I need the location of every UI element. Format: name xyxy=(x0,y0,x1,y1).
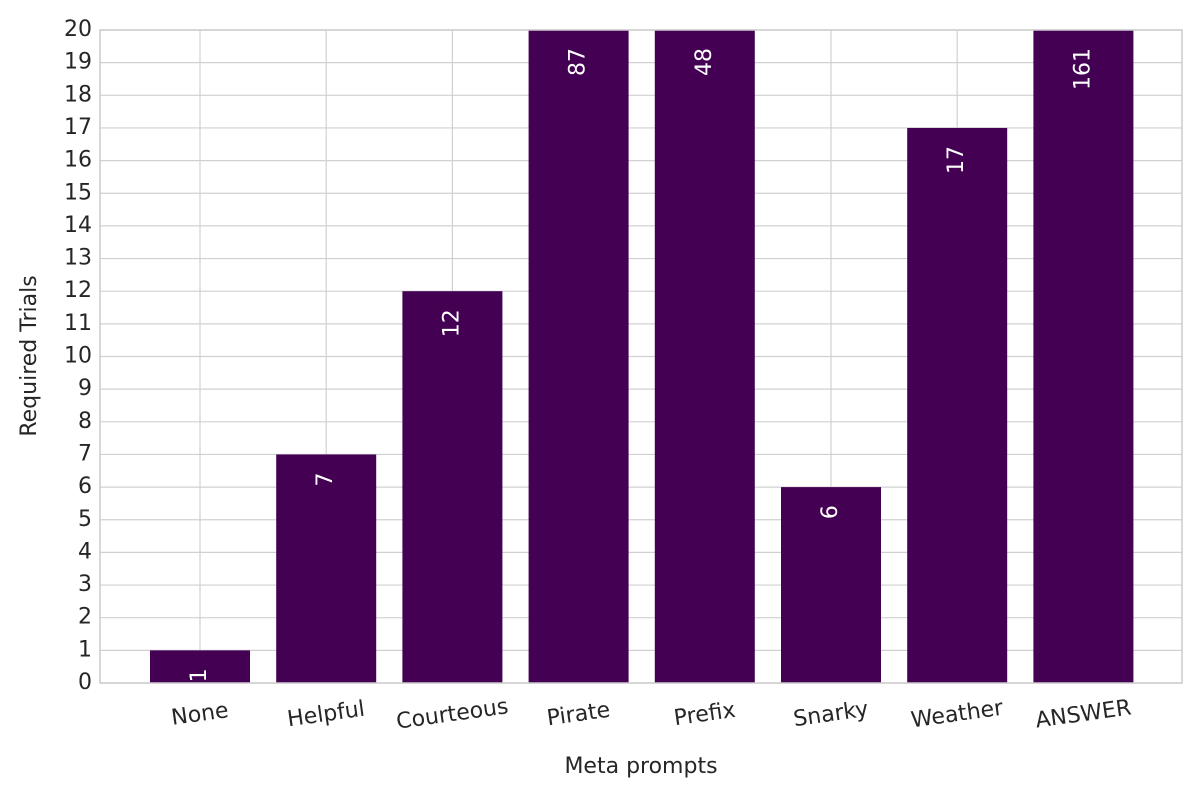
y-tick-label: 15 xyxy=(64,180,92,205)
bar xyxy=(907,127,1008,683)
bar xyxy=(402,291,503,683)
value-label: 17 xyxy=(944,146,969,174)
x-tick-label: Helpful xyxy=(286,697,367,733)
x-axis-label: Meta prompts xyxy=(564,754,717,779)
x-tick-label: None xyxy=(170,698,230,731)
y-tick-label: 9 xyxy=(78,376,92,401)
y-tick-label: 6 xyxy=(78,474,92,499)
grid xyxy=(100,29,1182,684)
y-tick-label: 12 xyxy=(64,278,92,303)
y-tick-label: 18 xyxy=(64,82,92,107)
y-tick-label: 4 xyxy=(78,539,92,564)
bar xyxy=(654,30,755,683)
bar xyxy=(781,487,881,683)
value-label: 6 xyxy=(818,505,843,519)
x-tick-label: Courteous xyxy=(395,694,510,734)
y-tick-label: 8 xyxy=(78,409,92,434)
y-tick-label: 11 xyxy=(64,311,92,336)
value-label: 1 xyxy=(187,668,212,682)
y-tick-label: 20 xyxy=(64,17,92,42)
y-tick-label: 13 xyxy=(64,246,92,271)
y-tick-label: 19 xyxy=(64,50,92,75)
y-tick-label: 7 xyxy=(78,441,92,466)
y-tick-label: 3 xyxy=(78,572,92,597)
y-axis-label: Required Trials xyxy=(17,275,42,436)
y-tick-label: 16 xyxy=(64,148,92,173)
x-tick-label: Snarky xyxy=(792,697,870,732)
y-tick-label: 0 xyxy=(78,670,92,695)
value-label: 48 xyxy=(692,48,717,76)
bar xyxy=(528,30,629,683)
y-tick-label: 1 xyxy=(78,637,92,662)
bar xyxy=(150,650,250,683)
bar xyxy=(1033,30,1134,683)
x-tick-label: Prefix xyxy=(672,698,737,731)
value-label: 87 xyxy=(566,48,591,76)
x-tick-label: ANSWER xyxy=(1034,695,1133,733)
x-tick-label: Pirate xyxy=(545,698,611,732)
value-label: 7 xyxy=(313,472,338,486)
x-tick-label: Weather xyxy=(910,696,1006,734)
value-label: 161 xyxy=(1070,48,1095,90)
y-tick-label: 5 xyxy=(78,507,92,532)
value-label: 12 xyxy=(439,309,464,337)
plot-frame xyxy=(99,29,1183,684)
y-tick-label: 17 xyxy=(64,115,92,140)
y-tick-label: 14 xyxy=(64,213,92,238)
y-tick-label: 2 xyxy=(78,605,92,630)
bar xyxy=(276,454,377,683)
y-tick-label: 10 xyxy=(64,344,92,369)
